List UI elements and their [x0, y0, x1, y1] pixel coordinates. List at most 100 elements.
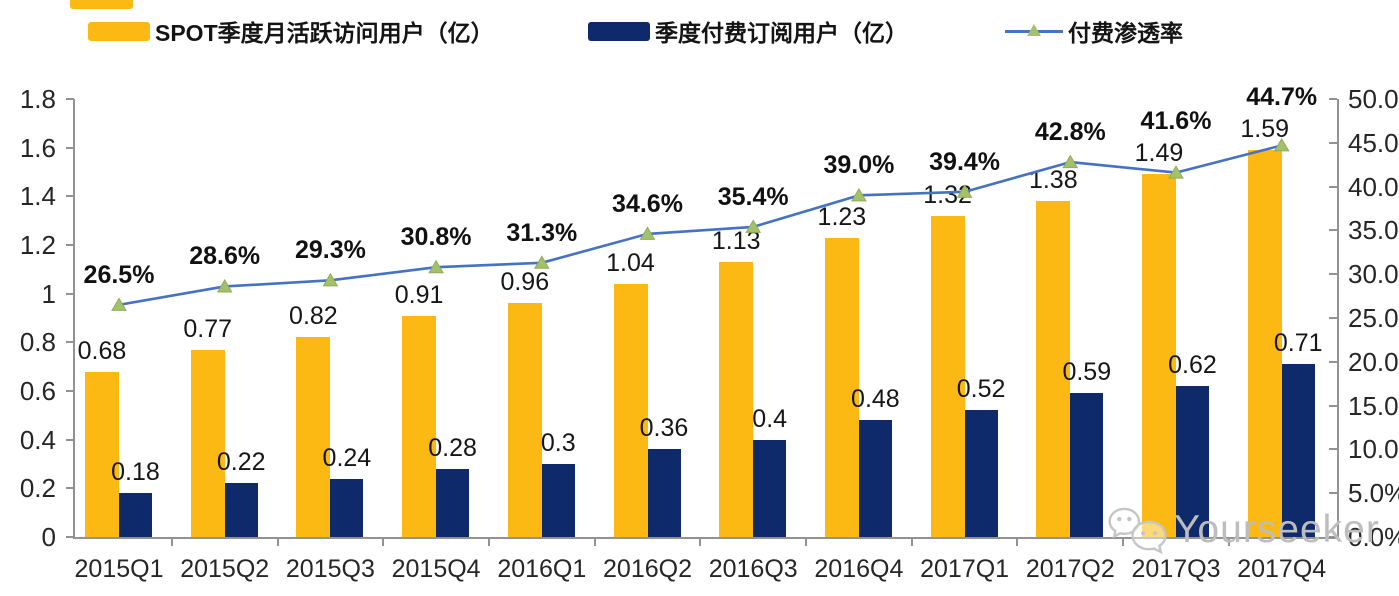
wechat-icon — [1108, 507, 1167, 555]
mau-bar — [296, 337, 331, 537]
mau-bar — [719, 262, 754, 537]
y-axis-tick — [66, 341, 74, 344]
x-axis-tick — [170, 539, 173, 546]
x-axis-tick — [487, 539, 490, 546]
secondary-y-axis-tick — [1329, 185, 1337, 188]
legend-item-subscribers: 季度付费订阅用户（亿） — [588, 15, 908, 47]
x-axis-tick — [382, 539, 385, 546]
x-axis-label: 2017Q2 — [1025, 555, 1115, 583]
mau-value-label: 1.32 — [923, 180, 972, 209]
subscribers-legend-label: 季度付费订阅用户（亿） — [655, 20, 908, 46]
subscribers-bar — [964, 410, 998, 537]
y-axis-tick-label: 1.4 — [19, 181, 56, 212]
mau-legend-label: SPOT季度月活跃访问用户（亿） — [155, 20, 494, 46]
subscribers-bar — [1176, 386, 1209, 537]
secondary-y-axis-tick — [1329, 448, 1337, 451]
y-axis-tick — [66, 98, 74, 100]
secondary-y-axis-tick-label: 40.0% — [1348, 171, 1399, 202]
y-axis-tick-label: 1.8 — [19, 84, 56, 114]
x-axis-tick — [276, 539, 279, 546]
penetration-legend-label: 付费渗透率 — [1068, 20, 1183, 46]
mau-value-label: 0.96 — [500, 268, 550, 297]
y-axis-tick — [66, 292, 74, 295]
x-axis-tick — [593, 539, 596, 546]
mau-value-label: 1.59 — [1240, 115, 1290, 144]
mau-value-label: 1.38 — [1028, 166, 1078, 195]
x-axis-label: 2015Q2 — [180, 555, 270, 583]
subscribers-value-label: 0.62 — [1168, 351, 1217, 380]
triangle-marker-icon — [1027, 24, 1041, 36]
secondary-y-axis-tick-label: 20.0% — [1348, 346, 1399, 377]
mau-bar — [85, 371, 119, 537]
mau-value-label: 1.04 — [606, 248, 655, 277]
subscribers-value-label: 0.18 — [111, 458, 160, 487]
x-axis-tick — [805, 539, 808, 546]
subscribers-value-label: 0.59 — [1062, 358, 1112, 387]
penetration-value-label: 41.6% — [1140, 107, 1212, 136]
secondary-y-axis-tick — [1329, 141, 1337, 144]
secondary-y-axis-line — [1337, 99, 1339, 539]
x-axis-label: 2015Q4 — [391, 555, 481, 583]
watermark: Yourseeker — [1106, 501, 1380, 559]
y-axis-tick-label: 1 — [41, 278, 56, 309]
subscribers-bar — [224, 483, 258, 537]
secondary-y-axis-tick-label: 25.0% — [1348, 303, 1399, 333]
secondary-y-axis-tick — [1329, 273, 1337, 276]
y-axis-tick — [66, 195, 74, 198]
subscribers-value-label: 0.71 — [1273, 329, 1323, 358]
subscribers-value-label: 0.48 — [851, 385, 900, 414]
secondary-y-axis-tick — [1329, 229, 1337, 232]
x-axis-tick — [910, 539, 913, 546]
subscribers-value-label: 0.28 — [428, 433, 477, 462]
penetration-value-label: 44.7% — [1246, 83, 1318, 112]
y-axis-tick-label: 1.2 — [19, 230, 56, 260]
penetration-value-label: 29.3% — [294, 236, 366, 265]
secondary-y-axis-tick-label: 0.0% — [1348, 522, 1399, 552]
mau-bar — [613, 283, 648, 537]
x-axis-label: 2017Q4 — [1237, 555, 1327, 583]
subscribers-legend-swatch — [588, 21, 650, 41]
y-axis-tick — [66, 146, 74, 149]
mau-value-label: 0.68 — [77, 336, 127, 365]
x-axis-label: 2016Q4 — [814, 555, 904, 583]
secondary-y-axis-tick — [1329, 404, 1337, 407]
y-axis-tick-label: 0.8 — [19, 327, 56, 358]
secondary-y-axis-tick — [1329, 360, 1337, 363]
secondary-y-axis-tick-label: 5.0% — [1348, 478, 1399, 509]
subscribers-value-label: 0.24 — [322, 443, 372, 472]
mau-value-label: 1.49 — [1134, 139, 1184, 168]
secondary-y-axis-tick-label: 10.0% — [1348, 434, 1399, 465]
secondary-y-axis-tick — [1329, 492, 1337, 495]
x-axis-label: 2017Q1 — [920, 555, 1010, 583]
x-axis-line — [73, 537, 1339, 539]
secondary-y-axis-tick — [1329, 536, 1337, 538]
subscribers-bar — [858, 420, 892, 537]
secondary-y-axis-tick-label: 50.0% — [1348, 84, 1399, 114]
mau-bar — [190, 349, 225, 537]
subscribers-value-label: 0.36 — [639, 414, 689, 443]
secondary-y-axis-tick-label: 45.0% — [1348, 127, 1399, 158]
x-axis-tick — [1016, 539, 1019, 546]
secondary-y-axis-tick-label: 15.0% — [1348, 390, 1399, 421]
watermark-text: Yourseeker — [1174, 508, 1380, 551]
x-axis-label: 2015Q1 — [74, 555, 164, 583]
x-axis-tick — [699, 539, 702, 546]
penetration-value-label: 42.8% — [1034, 118, 1106, 147]
subscribers-bar — [541, 464, 575, 537]
x-axis-tick — [1122, 539, 1125, 546]
y-axis-tick — [66, 487, 74, 490]
penetration-value-label: 39.4% — [929, 147, 1001, 176]
subscribers-bar — [119, 493, 152, 537]
mau-bar — [507, 303, 542, 537]
mau-value-label: 1.13 — [711, 227, 761, 256]
subscribers-value-label: 0.4 — [752, 404, 788, 433]
y-axis-tick — [66, 536, 74, 538]
x-axis-label: 2015Q3 — [285, 555, 375, 583]
penetration-legend-marker — [1005, 21, 1063, 41]
subscribers-bar — [753, 439, 787, 537]
subscribers-bar — [647, 449, 681, 537]
y-axis-tick-label: 0.6 — [19, 376, 56, 406]
x-axis-label: 2017Q3 — [1131, 555, 1221, 583]
y-axis-tick — [66, 438, 74, 441]
